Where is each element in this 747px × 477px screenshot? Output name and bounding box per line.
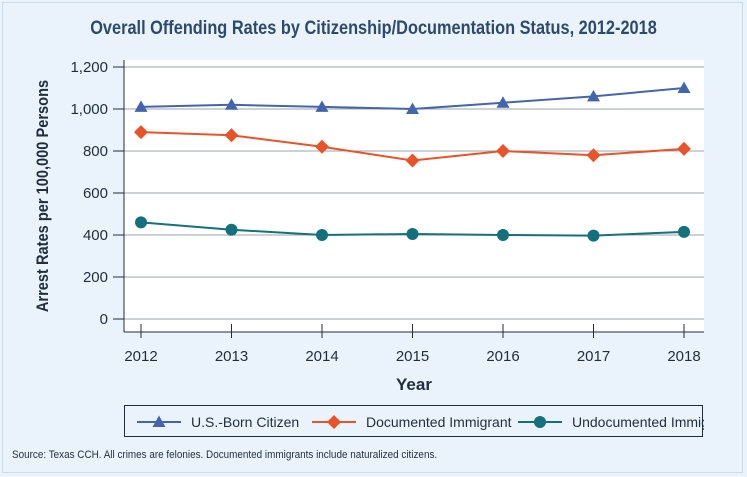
series-2 bbox=[134, 125, 691, 168]
legend-label: U.S.-Born Citizen bbox=[191, 414, 299, 430]
data-point bbox=[496, 96, 510, 108]
x-tick-label: 2017 bbox=[577, 348, 610, 365]
legend-marker bbox=[534, 416, 546, 428]
x-tick-label: 2018 bbox=[667, 348, 700, 365]
legend-items: U.S.-Born Citizen Documented Immigrant Und… bbox=[137, 414, 733, 430]
data-point bbox=[497, 229, 509, 241]
data-point bbox=[134, 125, 148, 140]
legend-marker bbox=[152, 415, 166, 427]
y-axis-label: Arrest Rates per 100,000 Persons bbox=[34, 80, 52, 312]
x-axis: 2012 2013 2014 2015 2016 2017 2018 bbox=[124, 324, 704, 365]
legend-item-3: Undocumented Immigrant bbox=[518, 414, 733, 430]
y-tick-label: 200 bbox=[83, 269, 108, 286]
x-tick-label: 2016 bbox=[486, 348, 519, 365]
chart-frame bbox=[2, 2, 743, 473]
source-note: Source: Texas CCH. All crimes are feloni… bbox=[12, 449, 438, 461]
series-group bbox=[134, 81, 691, 242]
data-point bbox=[316, 229, 328, 241]
data-point bbox=[135, 216, 147, 229]
data-point bbox=[225, 223, 238, 236]
data-point bbox=[315, 100, 329, 112]
plot-area bbox=[124, 60, 704, 332]
data-point bbox=[315, 139, 329, 154]
y-tick-label: 1,000 bbox=[70, 101, 108, 118]
data-point bbox=[677, 81, 691, 93]
x-tick-label: 2013 bbox=[215, 348, 248, 365]
y-axis: 0 200 400 600 800 1,000 1,200 bbox=[70, 59, 125, 332]
y-tick-label: 1,200 bbox=[70, 59, 108, 76]
y-tick-label: 0 bbox=[100, 311, 108, 328]
legend: U.S.-Born Citizen Documented Immigrant Und… bbox=[124, 405, 733, 437]
data-point bbox=[586, 148, 601, 163]
series-3 bbox=[135, 216, 690, 242]
data-point bbox=[224, 128, 239, 143]
legend-item-1: U.S.-Born Citizen bbox=[137, 414, 299, 430]
y-tick-label: 400 bbox=[83, 227, 108, 244]
legend-label: Documented Immigrant bbox=[366, 414, 512, 430]
legend-item-2: Documented Immigrant bbox=[312, 414, 512, 430]
legend-label: Undocumented Immigrant bbox=[572, 414, 704, 430]
data-point bbox=[406, 102, 419, 114]
x-tick-label: 2012 bbox=[124, 348, 157, 365]
data-point bbox=[587, 89, 600, 102]
data-point bbox=[134, 100, 148, 112]
data-point bbox=[225, 98, 238, 110]
data-point bbox=[405, 153, 420, 168]
data-point bbox=[678, 225, 690, 238]
series-1 bbox=[134, 81, 691, 114]
data-point bbox=[677, 141, 691, 156]
y-tick-label: 800 bbox=[83, 143, 108, 160]
legend-marker bbox=[327, 415, 341, 429]
x-axis-label: Year bbox=[396, 375, 432, 394]
chart-title: Overall Offending Rates by Citizenship/D… bbox=[90, 18, 657, 39]
data-point bbox=[496, 144, 510, 158]
data-point bbox=[587, 229, 600, 242]
data-point bbox=[406, 227, 419, 240]
y-tick-label: 600 bbox=[83, 185, 108, 202]
x-tick-label: 2015 bbox=[396, 348, 429, 365]
x-tick-label: 2014 bbox=[305, 348, 338, 365]
